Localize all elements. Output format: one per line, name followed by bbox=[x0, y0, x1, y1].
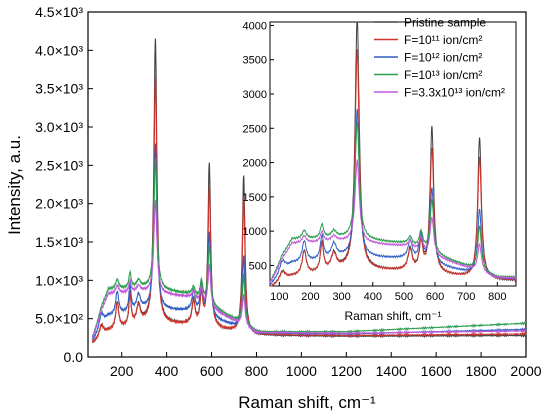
main-axis-ticks: 200 400 600 800 1000 1200 1400 1600 1800 2000 0.0 5… bbox=[35, 4, 542, 379]
main-y-tick-label: 4.0×10³ bbox=[35, 42, 83, 58]
inset-series-line-1 bbox=[269, 49, 517, 287]
main-y-tick-label: 5.0×10² bbox=[35, 311, 83, 327]
legend-label: F=10¹¹ ion/cm² bbox=[404, 33, 482, 47]
main-y-tick-label: 0.0 bbox=[64, 349, 84, 365]
main-x-tick-label: 1000 bbox=[286, 363, 317, 379]
inset-x-tick-label: 800 bbox=[488, 291, 506, 303]
main-x-tick-label: 800 bbox=[245, 363, 269, 379]
main-series-line-3 bbox=[91, 158, 527, 338]
main-y-tick-label: 1.5×10³ bbox=[35, 234, 83, 250]
main-y-tick-label: 2.0×10³ bbox=[35, 196, 83, 212]
main-x-tick-label: 1800 bbox=[465, 363, 496, 379]
main-y-tick-label: 3.5×10³ bbox=[35, 81, 83, 97]
legend-label: Pristine sample bbox=[404, 16, 486, 30]
inset-y-tick-label: 3500 bbox=[243, 55, 267, 67]
main-x-tick-label: 400 bbox=[155, 363, 179, 379]
main-x-axis-title: Raman shift, cm⁻¹ bbox=[238, 393, 376, 412]
inset-series-line-3 bbox=[269, 121, 517, 283]
main-x-tick-label: 2000 bbox=[510, 363, 541, 379]
inset-y-tick-label: 3000 bbox=[243, 89, 267, 101]
inset-y-tick-label: 2000 bbox=[243, 158, 267, 170]
legend-label: F=10¹³ ion/cm² bbox=[404, 68, 482, 82]
main-series-group bbox=[91, 38, 527, 344]
main-x-tick-label: 1600 bbox=[421, 363, 452, 379]
inset-x-tick-label: 300 bbox=[332, 291, 350, 303]
main-y-tick-label: 2.5×10³ bbox=[35, 157, 83, 173]
inset-y-tick-label: 1500 bbox=[243, 192, 267, 204]
legend-label: F=10¹² ion/cm² bbox=[404, 51, 482, 65]
main-y-tick-label: 3.0×10³ bbox=[35, 119, 83, 135]
inset-x-tick-label: 100 bbox=[270, 291, 288, 303]
inset-y-tick-label: 1000 bbox=[243, 226, 267, 238]
inset-x-tick-label: 200 bbox=[301, 291, 319, 303]
inset-x-tick-label: 700 bbox=[457, 291, 475, 303]
inset-x-axis-title: Raman shift, cm⁻¹ bbox=[344, 309, 441, 323]
inset-series-group bbox=[269, 21, 517, 287]
inset-y-tick-label: 2500 bbox=[243, 123, 267, 135]
inset-series-line-4 bbox=[269, 159, 517, 284]
main-plot-frame bbox=[87, 11, 527, 358]
main-y-axis-title: Intensity, a.u. bbox=[5, 135, 24, 235]
main-x-tick-label: 1200 bbox=[331, 363, 362, 379]
legend: Pristine sample F=10¹¹ ion/cm² F=10¹² ion/… bbox=[374, 16, 505, 100]
inset-x-tick-label: 400 bbox=[364, 291, 382, 303]
main-y-tick-label: 1.0×10³ bbox=[35, 272, 83, 288]
main-series-line-4 bbox=[91, 200, 527, 339]
main-y-tick-label: 4.5×10³ bbox=[35, 4, 83, 20]
main-x-tick-label: 200 bbox=[110, 363, 134, 379]
inset-y-tick-label: 4000 bbox=[243, 20, 267, 32]
inset-y-tick-label: 500 bbox=[249, 260, 267, 272]
inset-x-tick-label: 600 bbox=[426, 291, 444, 303]
main-x-tick-label: 1400 bbox=[376, 363, 407, 379]
inset-x-tick-label: 500 bbox=[395, 291, 413, 303]
main-x-tick-label: 600 bbox=[200, 363, 224, 379]
legend-label: F=3.3x10¹³ ion/cm² bbox=[404, 86, 505, 100]
main-series-line-1 bbox=[91, 76, 527, 344]
inset-axis-ticks: 100 200 300 400 500 600 700 800 500 1000 1500 2000 2… bbox=[243, 20, 507, 303]
